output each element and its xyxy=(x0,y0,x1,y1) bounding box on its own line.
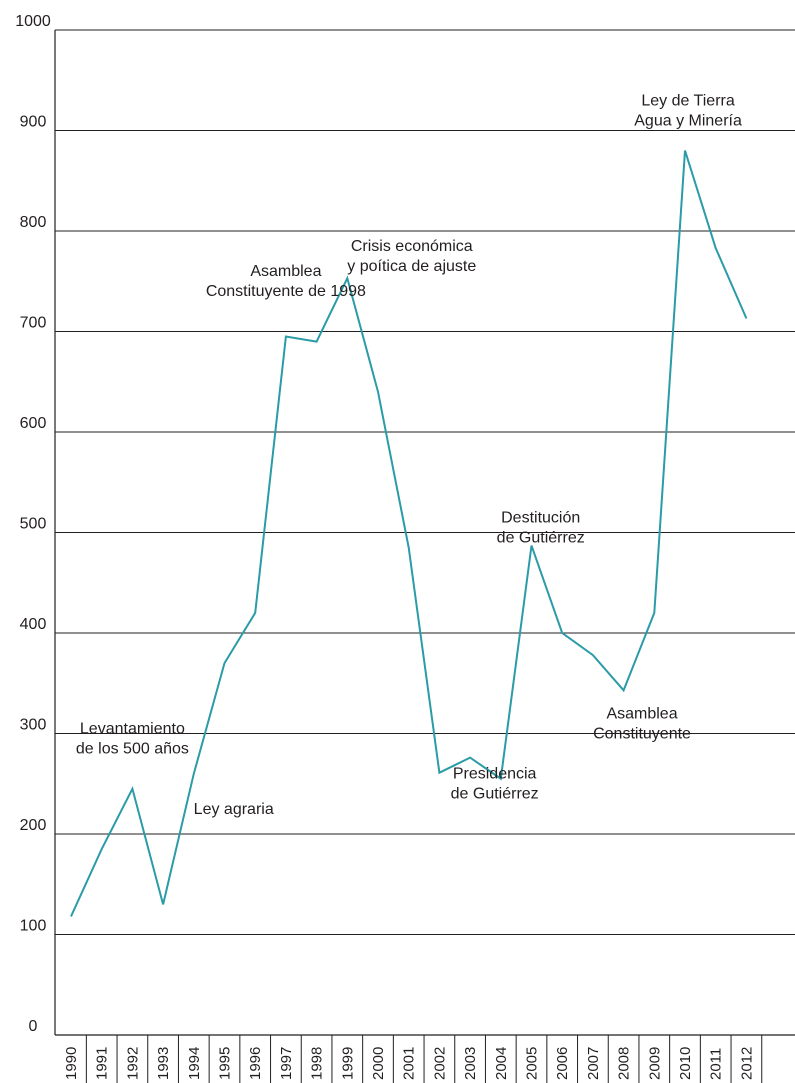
annotation-label: Constituyente xyxy=(593,725,691,742)
x-tick-label: 1997 xyxy=(278,1047,295,1080)
x-tick-label: 2000 xyxy=(370,1047,387,1080)
x-tick-label: 2009 xyxy=(646,1047,663,1080)
y-tick-label: 300 xyxy=(20,717,47,734)
x-tick-label: 1993 xyxy=(155,1047,172,1080)
x-tick-label: 1995 xyxy=(217,1047,234,1080)
annotation-label: Ley de Tierra xyxy=(641,92,734,109)
annotation-label: Crisis económica xyxy=(351,238,473,255)
x-tick-label: 2010 xyxy=(677,1047,694,1080)
x-tick-label: 1999 xyxy=(339,1047,356,1080)
y-tick-label: 900 xyxy=(20,114,47,131)
y-tick-label: 500 xyxy=(20,516,47,533)
annotation-label: Asamblea xyxy=(250,263,321,280)
annotation-label: y poítica de ajuste xyxy=(347,258,476,275)
annotation-label: Constituyente de 1998 xyxy=(206,283,366,300)
x-tick-label: 2008 xyxy=(616,1047,633,1080)
annotation-label: Asamblea xyxy=(606,705,677,722)
x-tick-label: 2005 xyxy=(524,1047,541,1080)
y-tick-label: 800 xyxy=(20,214,47,231)
gridlines xyxy=(55,29,795,935)
annotation-label: Agua y Minería xyxy=(634,112,742,129)
x-tick-label: 2003 xyxy=(462,1047,479,1080)
x-tick-label: 1991 xyxy=(94,1047,111,1080)
x-tick-label: 2007 xyxy=(585,1047,602,1080)
x-tick-label: 1996 xyxy=(247,1047,264,1080)
y-tick-label: 1000 xyxy=(15,13,51,30)
x-tick-label: 2006 xyxy=(554,1047,571,1080)
y-tick-label: 200 xyxy=(20,817,47,834)
x-tick-label: 2012 xyxy=(738,1047,755,1080)
x-tick-label: 1994 xyxy=(186,1047,203,1080)
annotation-label: de Gutiérrez xyxy=(497,529,585,546)
annotation-label: de los 500 años xyxy=(76,741,189,758)
x-tick-label: 1998 xyxy=(309,1047,326,1080)
annotation-label: Ley agraria xyxy=(194,801,274,818)
y-tick-label: 0 xyxy=(29,1018,38,1035)
y-tick-label: 700 xyxy=(20,315,47,332)
annotations-layer: Levantamiento de los 500 años Ley agraria A… xyxy=(76,92,742,818)
x-tick-label: 1992 xyxy=(124,1047,141,1080)
x-tick-label: 1990 xyxy=(63,1047,80,1080)
axes xyxy=(54,30,795,1083)
x-tick-label: 2002 xyxy=(431,1047,448,1080)
annotation-label: Destitución xyxy=(501,509,580,526)
x-tick-label: 2001 xyxy=(401,1047,418,1080)
y-tick-labels: 0 100 200 300 400 500 600 700 800 900 1000 xyxy=(15,13,51,1035)
annotation-label: Levantamiento xyxy=(80,721,185,738)
y-tick-label: 100 xyxy=(20,918,47,935)
x-tick-label: 2004 xyxy=(493,1047,510,1080)
x-tick-label: 2011 xyxy=(708,1048,725,1080)
annotation-label: de Gutiérrez xyxy=(451,786,539,803)
annotation-label: Presidencia xyxy=(453,766,537,783)
series-layer xyxy=(70,150,748,917)
y-tick-label: 600 xyxy=(20,415,47,432)
y-tick-label: 400 xyxy=(20,616,47,633)
x-tick-labels: 1990 1991 1992 1993 1994 1995 1996 1997 1998 1999… xyxy=(63,1047,755,1080)
